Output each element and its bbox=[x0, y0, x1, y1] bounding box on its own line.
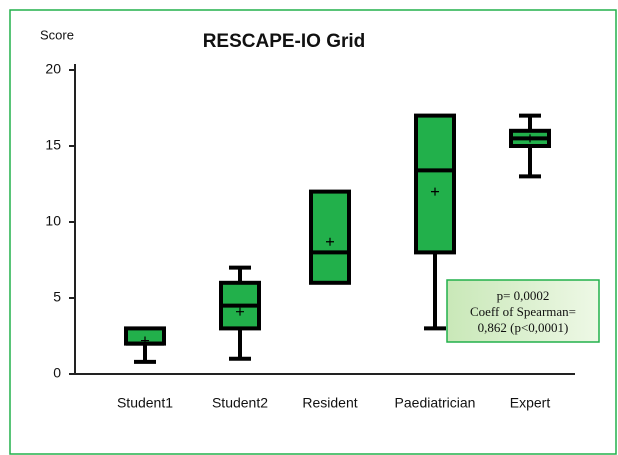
annotation-box bbox=[446, 279, 600, 343]
x-tick-label: Student2 bbox=[212, 395, 268, 411]
mean-marker bbox=[326, 237, 334, 246]
mean-marker bbox=[236, 307, 244, 316]
mean-marker bbox=[141, 336, 149, 345]
y-tick-label: 0 bbox=[53, 365, 61, 381]
annotation-text: 0,862 (p<0,0001) bbox=[478, 320, 569, 335]
x-tick-label: Paediatrician bbox=[395, 395, 476, 411]
annotation-text: Coeff of Spearman= bbox=[470, 304, 576, 319]
mean-marker bbox=[526, 134, 534, 143]
y-tick-label: 20 bbox=[45, 61, 61, 77]
box bbox=[414, 113, 456, 255]
mean-marker bbox=[431, 187, 439, 196]
x-tick-label: Expert bbox=[510, 395, 551, 411]
y-tick-label: 15 bbox=[45, 137, 61, 153]
annotation-text: p= 0,0002 bbox=[497, 288, 550, 303]
frame bbox=[9, 9, 617, 455]
x-tick-label: Student1 bbox=[117, 395, 173, 411]
x-tick-label: Resident bbox=[302, 395, 357, 411]
y-tick-label: 5 bbox=[53, 289, 61, 305]
y-axis-label: Score bbox=[40, 27, 74, 42]
box bbox=[309, 189, 351, 285]
chart-title: RESCAPE-IO Grid bbox=[203, 31, 366, 52]
y-tick-label: 10 bbox=[45, 213, 61, 229]
